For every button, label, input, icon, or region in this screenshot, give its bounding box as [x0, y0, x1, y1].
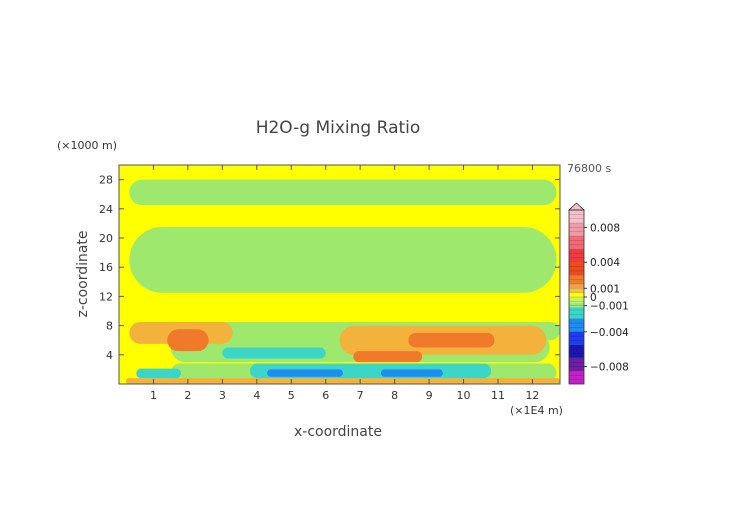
plot-area — [119, 165, 560, 384]
x-unit-label: (×1E4 m) — [510, 404, 563, 417]
y-tick-label: 20 — [99, 232, 113, 245]
x-tick-label: 4 — [253, 389, 260, 402]
field-region-cyan — [222, 347, 326, 359]
colorbar-tick-label: −0.001 — [590, 301, 629, 313]
x-tick-label: 8 — [391, 389, 398, 402]
y-tick-label: 12 — [99, 290, 113, 303]
y-tick-label: 8 — [106, 320, 113, 333]
x-tick-label: 6 — [322, 389, 329, 402]
time-label: 76800 s — [567, 162, 611, 175]
field-region-orange — [167, 329, 209, 352]
x-axis-label: x-coordinate — [294, 424, 382, 440]
plot-frame — [118, 164, 561, 385]
colorbar-band — [569, 357, 584, 371]
y-unit-label: (×1000 m) — [57, 139, 117, 152]
x-tick-label: 3 — [219, 389, 226, 402]
colorbar-band — [569, 275, 584, 284]
colorbar-tick-label: 0.001 — [590, 283, 620, 295]
x-tick-label: 5 — [288, 389, 295, 402]
y-tick-label: 24 — [99, 203, 113, 216]
y-tick-label: 28 — [99, 174, 113, 187]
colorbar-band — [569, 292, 584, 297]
colorbar-band — [569, 288, 584, 293]
colorbar-band — [569, 223, 584, 237]
field-region-orange — [408, 332, 495, 348]
colorbar-extension-arrow — [567, 202, 586, 211]
x-tick-label: 11 — [491, 389, 505, 402]
colorbar-band — [569, 236, 584, 250]
x-tick-label: 1 — [150, 389, 157, 402]
colorbar-tick-label: 0 — [590, 292, 597, 304]
colorbar-band — [569, 331, 584, 345]
y-tick-label: 16 — [99, 261, 113, 274]
colorbar-band — [569, 283, 584, 289]
colorbar-tick-label: 0.004 — [590, 257, 620, 269]
colorbar-tick-label: −0.008 — [590, 362, 629, 374]
colorbar-tick-label: 0.008 — [590, 222, 620, 234]
x-tick-label: 9 — [426, 389, 433, 402]
field-region-orange — [353, 351, 423, 363]
colorbar-band — [569, 344, 584, 358]
colorbar-band — [569, 318, 584, 332]
colorbar-band — [569, 210, 584, 224]
x-tick-label: 12 — [525, 389, 539, 402]
field-region-slightly_negative — [129, 227, 557, 293]
y-axis: 4 8 12 16 20 24 28 — [99, 174, 560, 362]
colorbar-band — [569, 303, 584, 308]
colorbar-band — [569, 249, 584, 263]
chart-title: H2O-g Mixing Ratio — [256, 118, 421, 138]
colorbar-band — [569, 297, 584, 304]
field-region-blue — [267, 369, 343, 377]
x-tick-label: 7 — [357, 389, 364, 402]
x-axis: 1 2 3 4 5 6 7 8 9 10 11 12 — [150, 165, 539, 402]
colorbar-band — [569, 262, 584, 276]
y-axis-label: z-coordinate — [75, 230, 91, 317]
x-tick-label: 10 — [457, 389, 471, 402]
field-region-cyan — [136, 368, 182, 379]
field-region-light_positive — [125, 378, 560, 384]
field-region-blue — [380, 369, 443, 377]
colorbar-tick-label: −0.004 — [590, 327, 629, 339]
x-tick-label: 2 — [184, 389, 191, 402]
colorbar-band — [569, 370, 584, 384]
field-region-slightly_negative — [129, 179, 557, 206]
colorbar-band — [569, 307, 584, 319]
y-tick-label: 4 — [106, 349, 113, 362]
